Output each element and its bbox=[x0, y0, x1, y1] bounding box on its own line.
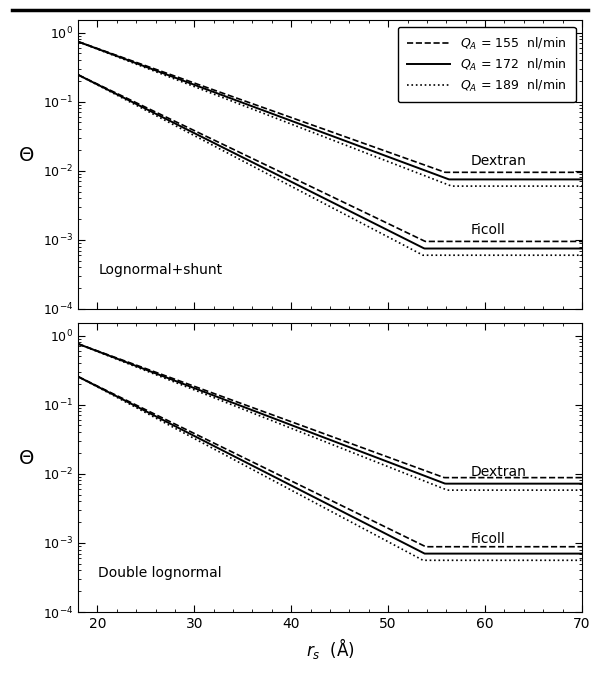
Text: Ficoll: Ficoll bbox=[471, 223, 506, 237]
Text: Lognormal+shunt: Lognormal+shunt bbox=[98, 263, 222, 277]
Legend: $Q_A$ = 155  nl/min, $Q_A$ = 172  nl/min, $Q_A$ = 189  nl/min: $Q_A$ = 155 nl/min, $Q_A$ = 172 nl/min, … bbox=[398, 27, 576, 103]
Text: Ficoll: Ficoll bbox=[471, 532, 506, 546]
Text: Dextran: Dextran bbox=[471, 465, 527, 479]
Text: Dextran: Dextran bbox=[471, 154, 527, 168]
Y-axis label: Θ: Θ bbox=[19, 449, 34, 468]
Y-axis label: Θ: Θ bbox=[19, 146, 34, 165]
X-axis label: $r_s$  (Å): $r_s$ (Å) bbox=[305, 636, 355, 662]
Text: Double lognormal: Double lognormal bbox=[98, 566, 222, 580]
